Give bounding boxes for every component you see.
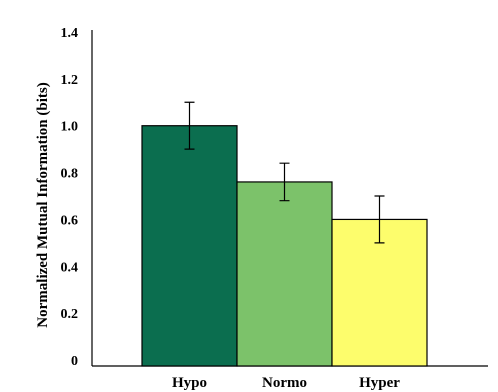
x-tick-label: Hypo xyxy=(172,375,207,391)
x-tick-labels: Hypo Normo Hyper xyxy=(172,375,400,391)
x-tick-label: Hyper xyxy=(359,375,400,391)
error-bar-hyper xyxy=(374,195,385,244)
error-bars xyxy=(184,101,385,244)
x-tick-label: Normo xyxy=(262,375,307,391)
y-tick-label: 0 xyxy=(71,354,78,369)
y-tick-label: 0.6 xyxy=(61,213,79,228)
bar-hypo xyxy=(141,125,238,367)
error-bar-hypo xyxy=(184,101,195,150)
y-tick-label: 1.2 xyxy=(61,73,79,88)
bars xyxy=(141,125,428,367)
error-bar-normo xyxy=(279,162,290,202)
y-tick-label: 1.4 xyxy=(61,26,79,41)
y-axis-title: Normalized Mutual Information (bits) xyxy=(35,82,51,327)
y-tick-label: 1.0 xyxy=(61,120,79,135)
y-tick-label: 0.4 xyxy=(61,260,79,275)
y-tick-label: 0.2 xyxy=(61,307,79,322)
y-tick-label: 0.8 xyxy=(61,167,79,182)
bar-normo xyxy=(236,181,333,367)
y-tick-labels: 0 0.2 0.4 0.6 0.8 1.0 1.2 1.4 xyxy=(61,26,79,369)
bar-hyper xyxy=(331,218,428,367)
